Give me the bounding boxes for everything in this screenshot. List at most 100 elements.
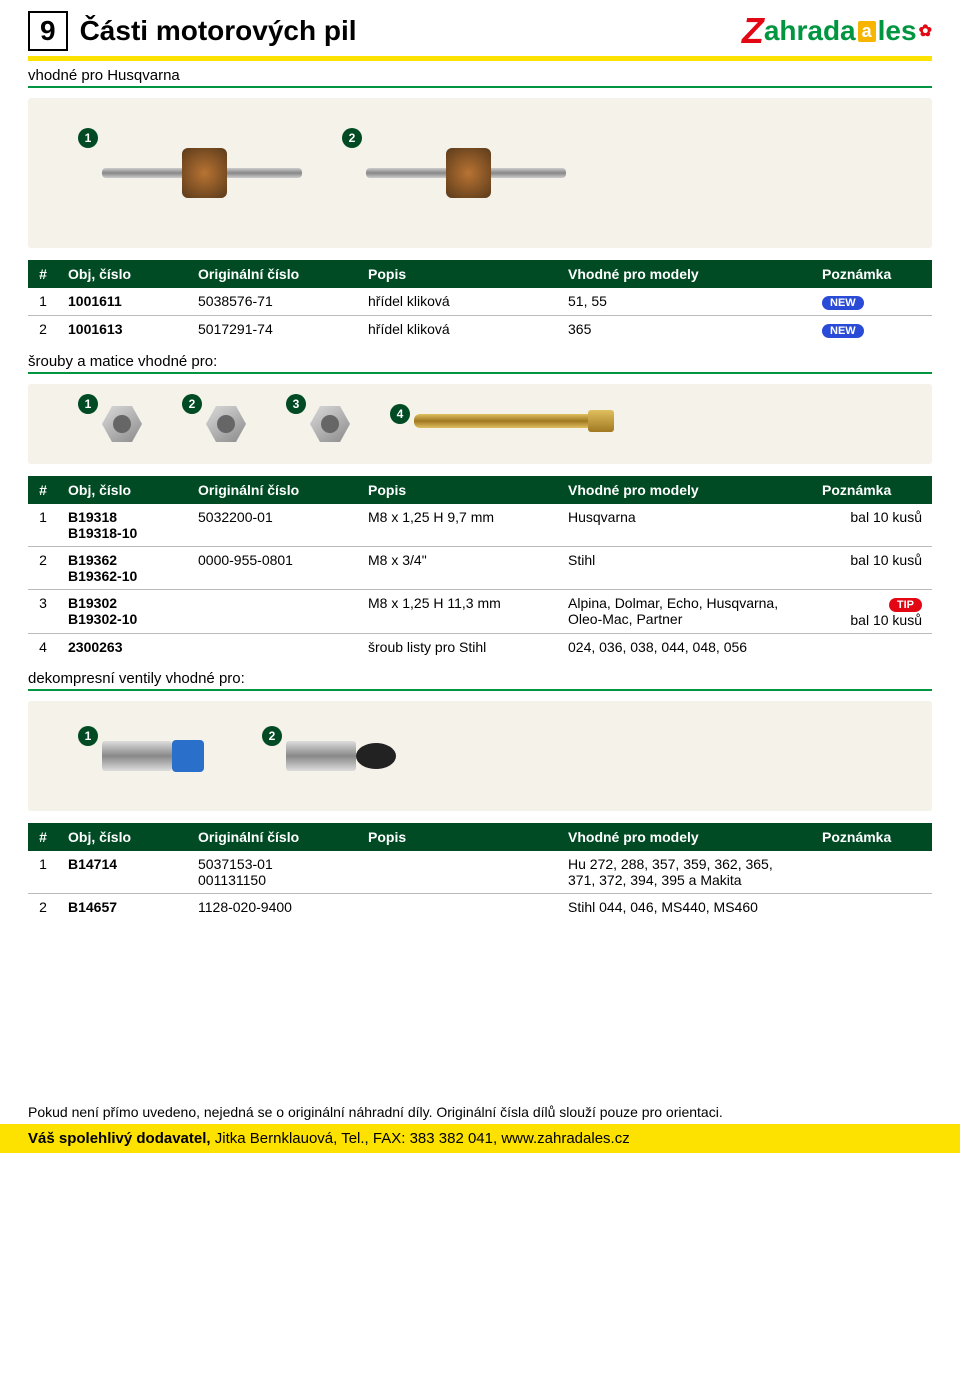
parts-table-1: # Obj, číslo Originální číslo Popis Vhod… — [28, 260, 932, 343]
logo-a-box: a — [858, 21, 876, 42]
footer-bar: Váš spolehlivý dodavatel, Jitka Bernklau… — [0, 1124, 960, 1153]
cell-num: 1 — [28, 288, 58, 316]
cell-model: Alpina, Dolmar, Echo, Husqvarna, Oleo-Ma… — [558, 590, 812, 634]
cell-popis — [358, 894, 558, 921]
th-model: Vhodné pro modely — [558, 823, 812, 851]
page-footer: Pokud není přímo uvedeno, nejedná se o o… — [0, 1100, 960, 1153]
cell-obj: B14714 — [58, 851, 188, 894]
table-row: 1 1001611 5038576-71 hřídel kliková 51, … — [28, 288, 932, 316]
th-pozn: Poznámka — [812, 476, 932, 504]
th-obj: Obj, číslo — [58, 260, 188, 288]
table-row: 1 B14714 5037153-01001131150 Hu 272, 288… — [28, 851, 932, 894]
cell-orig — [188, 590, 358, 634]
table-row: 2 B19362B19362-10 0000-955-0801 M8 x 3/4… — [28, 547, 932, 590]
green-underline-3 — [28, 689, 932, 691]
th-orig: Originální číslo — [188, 260, 358, 288]
cell-obj: 1001611 — [58, 288, 188, 316]
cell-obj: B19302B19302-10 — [58, 590, 188, 634]
cell-obj: B19362B19362-10 — [58, 547, 188, 590]
th-hash: # — [28, 260, 58, 288]
illus-item: 2 — [262, 736, 406, 776]
table-row: 2 1001613 5017291-74 hřídel kliková 365 … — [28, 316, 932, 344]
table-row: 3 B19302B19302-10 M8 x 1,25 H 11,3 mm Al… — [28, 590, 932, 634]
cell-num: 2 — [28, 894, 58, 921]
nut-illustration — [102, 404, 142, 444]
illus-badge: 1 — [78, 726, 98, 746]
th-popis: Popis — [358, 260, 558, 288]
cell-model: Hu 272, 288, 357, 359, 362, 365, 371, 37… — [558, 851, 812, 894]
table-header-row: # Obj, číslo Originální číslo Popis Vhod… — [28, 476, 932, 504]
illus-item: 4 — [390, 414, 614, 434]
illus-badge: 2 — [342, 128, 362, 148]
cell-orig: 5037153-01001131150 — [188, 851, 358, 894]
cell-popis: hřídel kliková — [358, 288, 558, 316]
page-title: Části motorových pil — [80, 15, 730, 47]
th-orig: Originální číslo — [188, 476, 358, 504]
logo-ahrada: ahrada — [764, 15, 856, 47]
cell-num: 3 — [28, 590, 58, 634]
cell-pozn: bal 10 kusů — [812, 547, 932, 590]
illus-item: 1 — [78, 736, 222, 776]
th-popis: Popis — [358, 823, 558, 851]
cell-orig — [188, 634, 358, 661]
parts-table-3: # Obj, číslo Originální číslo Popis Vhod… — [28, 823, 932, 920]
cell-pozn — [812, 851, 932, 894]
th-orig: Originální číslo — [188, 823, 358, 851]
logo-les: les — [878, 15, 917, 47]
cell-model: Husqvarna — [558, 504, 812, 547]
cell-obj: 2300263 — [58, 634, 188, 661]
cell-obj: 1001613 — [58, 316, 188, 344]
cell-pozn — [812, 634, 932, 661]
illustration-panel-1: 1 2 — [28, 98, 932, 248]
cell-num: 2 — [28, 316, 58, 344]
section1-subtitle: vhodné pro Husqvarna — [28, 67, 932, 84]
cell-obj: B14657 — [58, 894, 188, 921]
cell-num: 1 — [28, 851, 58, 894]
illus-badge: 1 — [78, 394, 98, 414]
parts-table-2: # Obj, číslo Originální číslo Popis Vhod… — [28, 476, 932, 660]
nut-illustration — [310, 404, 350, 444]
leaf-icon: ✿ — [919, 21, 932, 41]
th-pozn: Poznámka — [812, 260, 932, 288]
th-hash: # — [28, 476, 58, 504]
cell-model: 024, 036, 038, 044, 048, 056 — [558, 634, 812, 661]
th-pozn: Poznámka — [812, 823, 932, 851]
green-underline-1 — [28, 86, 932, 88]
cell-orig: 5017291-74 — [188, 316, 358, 344]
th-popis: Popis — [358, 476, 558, 504]
cell-popis: M8 x 1,25 H 11,3 mm — [358, 590, 558, 634]
page-header: 9 Části motorových pil Z ahrada a les ✿ — [28, 10, 932, 52]
section3-label: dekompresní ventily vhodné pro: — [28, 670, 932, 687]
tip-badge: TIP — [889, 598, 922, 612]
table-row: 4 2300263 šroub listy pro Stihl 024, 036… — [28, 634, 932, 661]
th-model: Vhodné pro modely — [558, 260, 812, 288]
th-obj: Obj, číslo — [58, 823, 188, 851]
table-header-row: # Obj, číslo Originální číslo Popis Vhod… — [28, 823, 932, 851]
cell-popis: šroub listy pro Stihl — [358, 634, 558, 661]
cell-orig: 1128-020-9400 — [188, 894, 358, 921]
cell-num: 2 — [28, 547, 58, 590]
cell-model: 365 — [558, 316, 812, 344]
illus-item: 2 — [342, 138, 566, 208]
cell-orig: 0000-955-0801 — [188, 547, 358, 590]
illus-item: 2 — [182, 404, 246, 444]
illus-item: 1 — [78, 138, 302, 208]
table-header-row: # Obj, číslo Originální číslo Popis Vhod… — [28, 260, 932, 288]
new-badge: NEW — [822, 324, 864, 338]
illus-badge: 4 — [390, 404, 410, 424]
illus-badge: 2 — [182, 394, 202, 414]
nut-illustration — [206, 404, 246, 444]
th-model: Vhodné pro modely — [558, 476, 812, 504]
crankshaft-illustration — [102, 138, 302, 208]
illus-badge: 3 — [286, 394, 306, 414]
cell-obj: B19318B19318-10 — [58, 504, 188, 547]
bolt-illustration — [414, 414, 614, 428]
logo-z: Z — [742, 10, 764, 52]
cell-model: Stihl — [558, 547, 812, 590]
footer-bar-bold: Váš spolehlivý dodavatel, — [28, 1130, 211, 1147]
cell-pozn: bal 10 kusů — [812, 504, 932, 547]
valve-illustration — [286, 736, 406, 776]
yellow-underline — [28, 56, 932, 61]
footer-bar-rest: Jitka Bernklauová, Tel., FAX: 383 382 04… — [211, 1130, 630, 1147]
cell-pozn: NEW — [812, 288, 932, 316]
